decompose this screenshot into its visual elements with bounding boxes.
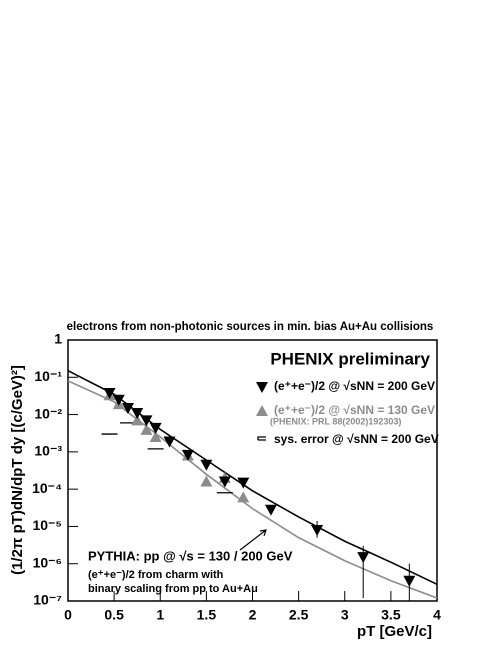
y-tick-label: 10⁻¹	[34, 368, 62, 384]
marker	[131, 408, 144, 420]
y-tick-label: 1	[54, 331, 62, 347]
legend-label: sys. error @ √sNN = 200 GeV	[274, 432, 439, 446]
y-tick-label: 10⁻³	[34, 443, 62, 459]
legend-marker	[256, 382, 268, 393]
marker	[163, 436, 176, 448]
marker	[264, 504, 277, 516]
marker	[237, 477, 250, 489]
marker	[181, 449, 194, 461]
marker	[403, 575, 416, 587]
marker	[140, 423, 153, 435]
x-axis-label: pT [GeV/c]	[357, 623, 432, 640]
y-tick-label: 10⁻⁴	[32, 480, 62, 496]
model-curve	[67, 380, 438, 599]
marker	[200, 475, 213, 487]
x-tick-label: 2	[249, 607, 257, 623]
reference: (PHENIX: PRL 88(2002)192303)	[270, 416, 401, 426]
legend-label: (e⁺+e⁻)/2 @ √sNN = 130 GeV	[274, 403, 435, 417]
marker	[140, 415, 153, 427]
y-tick-label: 10⁻²	[34, 405, 62, 421]
annotation: PYTHIA: pp @ √s = 130 / 200 GeV	[88, 548, 293, 563]
x-tick-label: 0	[64, 607, 72, 623]
x-tick-label: 2.5	[289, 607, 309, 623]
x-tick-label: 3	[341, 607, 349, 623]
y-tick-label: 10⁻⁵	[32, 517, 62, 533]
marker	[357, 552, 370, 564]
legend-label: (e⁺+e⁻)/2 @ √sNN = 200 GeV	[274, 379, 435, 393]
annotation: (e⁺+e⁻)/2 from charm with	[88, 569, 224, 581]
marker	[200, 459, 213, 471]
chart-title: electrons from non-photonic sources in m…	[67, 321, 434, 333]
y-tick-label: 10⁻⁷	[33, 592, 62, 608]
marker	[112, 394, 125, 406]
x-tick-label: 0.5	[104, 607, 124, 623]
marker	[103, 387, 116, 399]
x-tick-label: 3.5	[381, 607, 401, 623]
marker	[237, 491, 250, 503]
annotation: binary scaling from pp to Au+Au	[88, 583, 258, 595]
marker	[121, 403, 134, 415]
x-tick-label: 1.5	[197, 607, 217, 623]
heading: PHENIX preliminary	[270, 349, 430, 368]
marker	[218, 476, 231, 488]
y-axis-label: (1/2π pT)dN/dpT dy [(c/GeV)²]	[9, 365, 26, 575]
arrow	[239, 529, 267, 551]
y-tick-label: 10⁻⁶	[33, 554, 62, 570]
marker	[149, 431, 162, 443]
legend-marker	[257, 436, 266, 441]
marker	[131, 414, 144, 426]
legend-marker	[256, 405, 268, 416]
marker	[311, 525, 324, 537]
marker	[149, 422, 162, 434]
x-tick-label: 4	[433, 607, 441, 623]
x-tick-label: 1	[156, 607, 164, 623]
